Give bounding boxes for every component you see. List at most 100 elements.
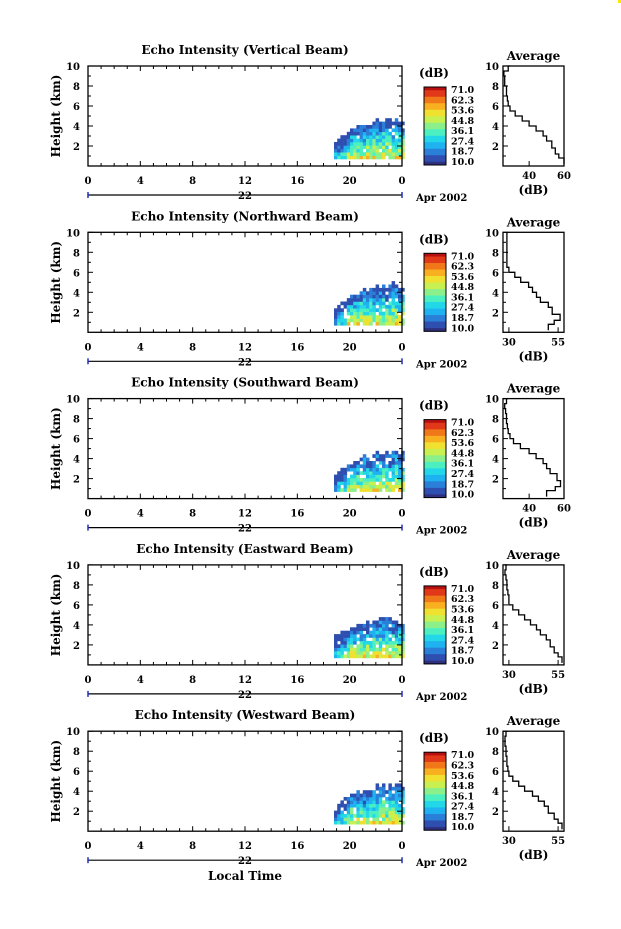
echo-cell xyxy=(401,474,405,479)
echo-cell xyxy=(391,301,396,306)
echo-cell xyxy=(385,790,389,794)
echo-cell xyxy=(388,291,392,295)
echo-cell xyxy=(401,790,405,794)
echo-cell xyxy=(343,304,348,309)
echo-cell xyxy=(378,321,383,326)
echo-cell xyxy=(391,803,396,808)
echo-cell xyxy=(385,644,389,648)
echo-cell xyxy=(378,471,383,475)
echo-cell xyxy=(334,640,338,645)
echo-cell xyxy=(382,474,386,479)
x-tick-label: 16 xyxy=(290,342,304,353)
echo-cell xyxy=(353,634,357,638)
profile-y-tick-label: 4 xyxy=(492,787,499,798)
echo-heatmap xyxy=(334,450,405,492)
x-tick-label: 16 xyxy=(290,509,304,520)
colorbar-label: 62.3 xyxy=(451,760,474,771)
profile-x-tick-label: 40 xyxy=(522,171,536,182)
colorbar-swatch xyxy=(424,282,446,287)
echo-cell xyxy=(353,142,357,146)
echo-cell xyxy=(385,321,389,326)
colorbar-swatch xyxy=(424,142,446,146)
colorbar-swatch xyxy=(424,435,446,440)
colorbar-swatch xyxy=(424,660,446,665)
echo-cell xyxy=(362,152,367,156)
echo-cell xyxy=(340,647,344,652)
echo-cell xyxy=(346,152,351,156)
echo-cell xyxy=(346,301,351,306)
profile-y-tick-label: 10 xyxy=(485,561,499,572)
average-profile: Average 2 4 6 8 10 40 60 (dB) xyxy=(485,49,571,197)
echo-cell xyxy=(362,135,367,139)
x-tick-label: 8 xyxy=(189,176,196,187)
echo-cell xyxy=(391,620,396,625)
echo-cell xyxy=(334,651,338,655)
echo-cell xyxy=(372,637,376,642)
echo-cell xyxy=(388,125,392,129)
echo-cell xyxy=(350,308,354,312)
colorbar-swatch xyxy=(424,657,446,662)
echo-cell xyxy=(375,647,380,652)
echo-cell xyxy=(356,820,360,825)
echo-cell xyxy=(356,481,360,486)
echo-cell xyxy=(356,315,360,319)
echo-cell xyxy=(398,155,402,160)
echo-cell xyxy=(362,817,367,822)
echo-cell xyxy=(366,647,370,652)
echo-cell xyxy=(359,142,364,146)
echo-cell xyxy=(366,298,370,302)
echo-cell xyxy=(334,817,338,822)
echo-cell xyxy=(398,644,402,648)
profile-line xyxy=(506,232,561,331)
echo-cell xyxy=(401,623,405,628)
profile-title: Average xyxy=(506,215,561,229)
colorbar-swatch xyxy=(424,602,446,606)
colorbar-label: 62.3 xyxy=(451,428,474,439)
echo-cell xyxy=(369,135,373,139)
echo-cell xyxy=(372,287,376,292)
echo-cell xyxy=(362,488,367,492)
echo-cell xyxy=(391,800,396,805)
echo-cell xyxy=(356,142,360,146)
echo-cell xyxy=(366,155,370,160)
echo-cell xyxy=(356,807,360,811)
echo-cell xyxy=(391,318,396,323)
echo-cell xyxy=(388,315,392,319)
echo-cell xyxy=(385,488,389,492)
echo-cell xyxy=(378,807,383,811)
echo-cell xyxy=(394,651,399,655)
echo-cell xyxy=(391,304,396,309)
echo-cell xyxy=(340,471,344,475)
echo-cell xyxy=(382,321,386,326)
echo-cell xyxy=(337,634,341,638)
echo-cell xyxy=(388,620,392,625)
echo-cell xyxy=(398,121,402,126)
echo-cell xyxy=(375,125,380,129)
echo-cell xyxy=(340,138,344,143)
y-tick-label: 6 xyxy=(73,268,80,279)
echo-cell xyxy=(388,135,392,139)
echo-cell xyxy=(350,138,354,143)
echo-cell xyxy=(340,318,344,323)
echo-cell xyxy=(382,464,386,469)
echo-cell xyxy=(398,484,402,489)
x-tick-label: 0 xyxy=(399,675,406,686)
y-tick-label: 2 xyxy=(73,475,80,486)
profile-y-tick-label: 8 xyxy=(492,415,499,426)
echo-heatmap xyxy=(334,118,405,160)
echo-cell xyxy=(359,135,364,139)
echo-cell xyxy=(378,474,383,479)
echo-cell xyxy=(385,467,389,472)
echo-cell xyxy=(375,623,380,628)
echo-cell xyxy=(369,291,373,295)
echo-cell xyxy=(391,814,396,818)
echo-cell xyxy=(356,630,360,635)
colorbar-label: 27.4 xyxy=(451,635,475,646)
echo-cell xyxy=(375,464,380,469)
echo-cell xyxy=(362,457,367,462)
echo-cell xyxy=(401,301,405,306)
colorbar-swatch xyxy=(424,448,446,453)
echo-cell xyxy=(359,128,364,133)
echo-cell xyxy=(388,287,392,292)
echo-cell xyxy=(362,454,367,458)
